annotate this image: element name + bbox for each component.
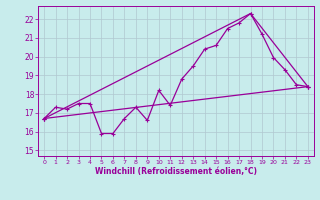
X-axis label: Windchill (Refroidissement éolien,°C): Windchill (Refroidissement éolien,°C): [95, 167, 257, 176]
